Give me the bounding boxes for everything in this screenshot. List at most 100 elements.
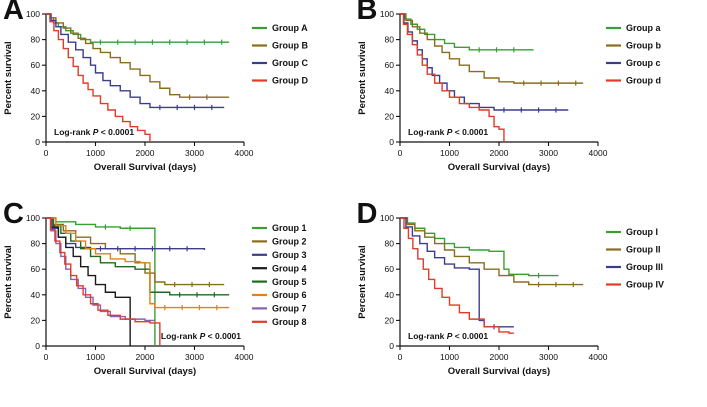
y-axis-tick-label: 20 [31, 315, 41, 325]
survival-curve-group-4 [46, 216, 131, 346]
x-axis-tick-label: 2000 [489, 352, 508, 362]
panel-letter-a: A [3, 0, 24, 26]
legend-label: Group 7 [272, 303, 307, 313]
legend-label: Group IV [626, 279, 664, 289]
legend-label: Group b [626, 41, 661, 51]
survival-curve-group-d [399, 13, 505, 142]
y-axis-tick-label: 40 [31, 86, 41, 96]
legend-label: Group 1 [272, 223, 307, 233]
legend-label: Group 6 [272, 290, 307, 300]
legend-label: Group 2 [272, 236, 307, 246]
panel-letter-b: B [356, 0, 378, 26]
legend-label: Group c [626, 58, 661, 68]
survival-curve-group-d [46, 13, 151, 142]
y-axis-tick-label: 40 [384, 289, 394, 299]
km-panel-c: C 0 20 40 60 80 100 0 1000 2000 3000 4000 Percent s… [0, 199, 353, 407]
x-axis-tick-label: 4000 [235, 148, 254, 158]
y-axis-tick-label: 20 [384, 315, 394, 325]
y-axis-tick-label: 0 [35, 341, 40, 351]
y-axis-tick-label: 60 [31, 264, 41, 274]
legend-label: Group II [626, 244, 661, 254]
x-axis-tick-label: 1000 [440, 352, 459, 362]
survival-curve-group-7 [46, 216, 155, 321]
y-axis-title: Percent survival [357, 245, 368, 318]
y-axis-tick-label: 80 [384, 238, 394, 248]
y-axis-tick-label: 0 [389, 341, 394, 351]
x-axis-tick-label: 1000 [86, 352, 105, 362]
y-axis-tick-label: 60 [384, 60, 394, 70]
x-axis-tick-label: 4000 [235, 352, 254, 362]
y-axis-title: Percent survival [3, 41, 14, 114]
y-axis-tick-label: 100 [26, 213, 40, 223]
x-axis-tick-label: 0 [44, 352, 49, 362]
x-axis-tick-label: 2000 [136, 148, 155, 158]
y-axis-tick-label: 80 [384, 35, 394, 45]
survival-curve-group-iv [399, 216, 514, 334]
survival-curve-group-c [399, 13, 568, 111]
x-axis-tick-label: 2000 [136, 352, 155, 362]
y-axis-tick-label: 80 [31, 35, 41, 45]
x-axis-title: Overall Survival (days) [94, 366, 196, 377]
x-axis-title: Overall Survival (days) [447, 366, 549, 377]
legend-label: Group I [626, 227, 658, 237]
y-axis-tick-label: 40 [31, 289, 41, 299]
x-axis-tick-label: 1000 [440, 148, 459, 158]
y-axis-tick-label: 20 [384, 111, 394, 121]
x-axis-title: Overall Survival (days) [94, 162, 196, 173]
km-panel-b: B 0 20 40 60 80 100 0 1000 2000 3000 4000 Percent s… [354, 0, 707, 203]
x-axis-tick-label: 0 [397, 148, 402, 158]
km-panel-a: A 0 20 40 60 80 100 0 1000 2000 3000 4000 Percent s… [0, 0, 353, 203]
survival-curve-group-a [46, 13, 230, 43]
survival-curve-group-c [46, 13, 225, 109]
y-axis-tick-label: 100 [26, 9, 40, 19]
legend-label: Group A [272, 23, 308, 33]
x-axis-tick-label: 0 [397, 352, 402, 362]
legend-label: Group 3 [272, 250, 307, 260]
survival-curve-group-8 [46, 216, 161, 346]
logrank-annotation: Log-rank P < 0.0001 [54, 127, 134, 137]
survival-curve-group-b [46, 13, 230, 98]
x-axis-tick-label: 3000 [539, 148, 558, 158]
legend-label: Group a [626, 23, 661, 33]
y-axis-tick-label: 60 [31, 60, 41, 70]
logrank-annotation: Log-rank P < 0.0001 [161, 331, 241, 341]
y-axis-tick-label: 0 [389, 137, 394, 147]
legend-label: Group III [626, 262, 663, 272]
survival-curve-group-6 [46, 216, 230, 308]
y-axis-tick-label: 20 [31, 111, 41, 121]
legend-label: Group 8 [272, 317, 307, 327]
panel-letter-d: D [356, 197, 378, 230]
y-axis-tick-label: 100 [379, 9, 393, 19]
survival-curve-group-a [399, 13, 534, 51]
y-axis-tick-label: 100 [379, 213, 393, 223]
km-panel-d: D 0 20 40 60 80 100 0 1000 2000 3000 4000 Percent s… [354, 199, 707, 407]
y-axis-tick-label: 60 [384, 264, 394, 274]
survival-curve-group-b [399, 13, 583, 84]
x-axis-tick-label: 4000 [588, 148, 607, 158]
x-axis-tick-label: 3000 [539, 352, 558, 362]
logrank-annotation: Log-rank P < 0.0001 [408, 331, 488, 341]
legend-label: Group 4 [272, 263, 307, 273]
panel-letter-c: C [3, 197, 24, 230]
x-axis-tick-label: 2000 [489, 148, 508, 158]
x-axis-tick-label: 0 [44, 148, 49, 158]
x-axis-tick-label: 3000 [185, 352, 204, 362]
legend-label: Group D [272, 76, 308, 86]
survival-curve-group-ii [399, 216, 583, 285]
x-axis-title: Overall Survival (days) [447, 162, 549, 173]
survival-curve-group-iii [399, 216, 514, 327]
y-axis-title: Percent survival [357, 41, 368, 114]
y-axis-tick-label: 40 [384, 86, 394, 96]
legend-label: Group 5 [272, 276, 307, 286]
logrank-annotation: Log-rank P < 0.0001 [408, 127, 488, 137]
x-axis-tick-label: 4000 [588, 352, 607, 362]
legend-label: Group B [272, 41, 308, 51]
x-axis-tick-label: 1000 [86, 148, 105, 158]
y-axis-tick-label: 0 [35, 137, 40, 147]
y-axis-title: Percent survival [3, 245, 14, 318]
x-axis-tick-label: 3000 [185, 148, 204, 158]
